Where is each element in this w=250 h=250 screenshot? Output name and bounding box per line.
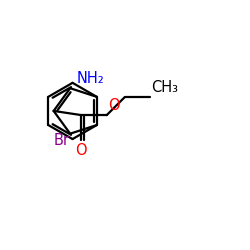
Text: O: O	[76, 143, 87, 158]
Text: Br: Br	[54, 133, 70, 148]
Text: CH₃: CH₃	[151, 80, 178, 95]
Text: O: O	[108, 98, 120, 113]
Text: NH₂: NH₂	[76, 71, 104, 86]
